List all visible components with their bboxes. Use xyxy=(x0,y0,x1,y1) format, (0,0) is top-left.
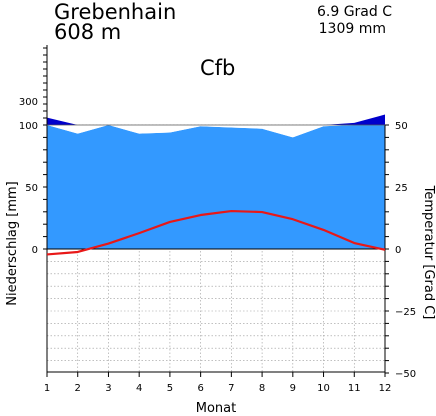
precipitation-over-100-area xyxy=(47,114,385,125)
climate-class: Cfb xyxy=(200,56,236,80)
x-tick-label: 11 xyxy=(348,383,361,394)
left-tick-label: 0 xyxy=(32,245,38,256)
precipitation-area xyxy=(47,125,385,249)
x-tick-label: 1 xyxy=(44,383,50,394)
mean-temperature: 6.9 Grad C xyxy=(316,4,392,20)
annual-precipitation: 1309 mm xyxy=(318,21,386,37)
left-tick-label: 50 xyxy=(25,183,38,194)
left-tick-label: 300 xyxy=(19,97,38,108)
x-tick-label: 10 xyxy=(317,383,330,394)
temperature-line xyxy=(46,209,386,256)
station-name: Grebenhain xyxy=(54,0,177,24)
precipitation-gap-mask xyxy=(47,125,385,138)
right-tick-label: −50 xyxy=(395,369,416,380)
x-tick-label: 8 xyxy=(259,383,265,394)
right-axis-title: Temperatur [Grad C] xyxy=(421,185,436,320)
right-tick-label: 50 xyxy=(395,121,408,132)
station-elevation: 608 m xyxy=(54,20,122,44)
x-tick-label: 2 xyxy=(75,383,81,394)
x-tick-label: 12 xyxy=(379,383,392,394)
axes xyxy=(43,45,389,377)
x-tick-label: 3 xyxy=(105,383,111,394)
x-tick-label: 6 xyxy=(197,383,203,394)
left-tick-label: 100 xyxy=(19,121,38,132)
x-tick-label: 7 xyxy=(228,383,234,394)
x-axis-title: Monat xyxy=(196,401,236,416)
right-tick-label: −25 xyxy=(395,307,416,318)
axis-labels: 1 2 3 4 5 6 7 8 9 10 11 1230010050050250−25−50Monat… xyxy=(5,97,436,416)
x-tick-label: 4 xyxy=(136,383,142,394)
right-tick-label: 0 xyxy=(395,245,401,256)
left-axis-title: Niederschlag [mm] xyxy=(5,181,20,306)
x-tick-label: 5 xyxy=(167,383,173,394)
x-tick-label: 9 xyxy=(290,383,296,394)
right-tick-label: 25 xyxy=(395,183,408,194)
